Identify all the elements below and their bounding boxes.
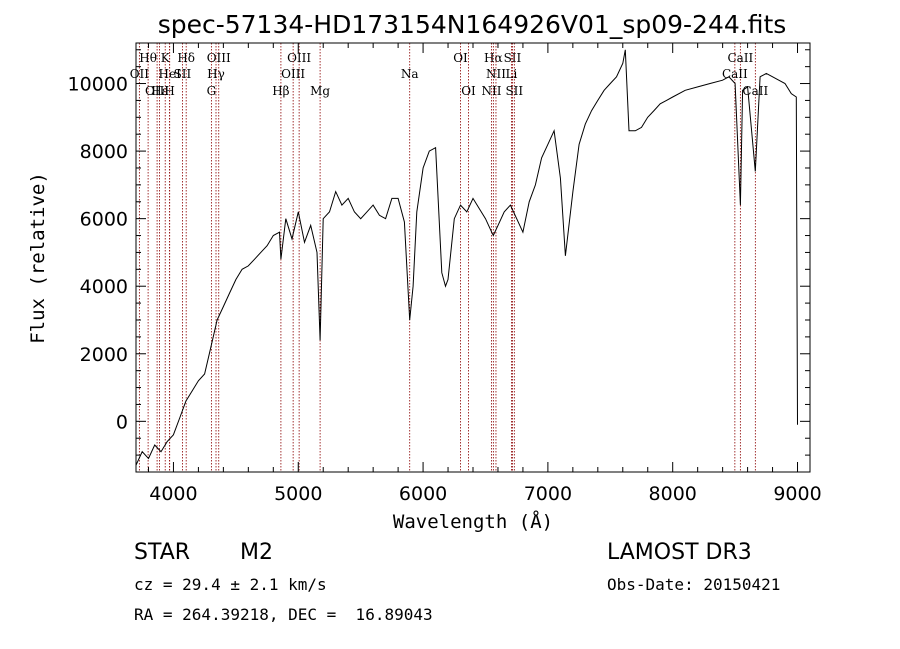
y-tick-label-5: 10000 (68, 74, 128, 96)
line-label-21: NII (486, 67, 506, 81)
x-tick-label-4: 8000 (649, 483, 697, 505)
x-axis-ticks: 4000 5000 6000 7000 8000 9000 (147, 43, 822, 505)
plot-frame (135, 42, 811, 473)
coordinates-readout: RA = 264.39218, DEC = 16.89043 (134, 605, 433, 624)
line-label-16: Na (401, 67, 419, 81)
line-label-1: OII (130, 67, 150, 81)
line-label-23: NII (481, 84, 501, 98)
line-label-25: CaII (727, 51, 753, 65)
chart-title: spec-57134-HD173154N164926V01_sp09-244.f… (158, 10, 787, 39)
line-label-0: Hθ (139, 51, 157, 65)
line-label-3: Hε (151, 84, 168, 98)
line-label-19: Hα (484, 51, 503, 65)
line-label-2: OIII (145, 84, 169, 98)
spectral-class: M2 (240, 540, 273, 565)
line-label-11: G (207, 84, 217, 98)
line-label-7: SII (174, 67, 192, 81)
line-label-13: OIII (287, 51, 311, 65)
line-label-12: Hβ (272, 84, 289, 98)
survey-name: LAMOST DR3 (607, 540, 752, 565)
x-tick-label-5: 9000 (773, 483, 821, 505)
y-axis-ticks: 0 2000 4000 6000 8000 10000 (68, 49, 810, 456)
line-label-20: SII (504, 51, 522, 65)
line-label-6: H (164, 84, 174, 98)
x-tick-label-1: 5000 (274, 483, 322, 505)
line-label-9: OIII (207, 51, 231, 65)
line-label-10: Hγ (207, 67, 225, 81)
spectrum-line (135, 49, 798, 466)
x-tick-label-0: 4000 (149, 483, 197, 505)
line-label-15: Mg (310, 84, 330, 98)
x-axis-label: Wavelength (Å) (393, 510, 553, 533)
y-tick-label-1: 2000 (80, 344, 128, 366)
redshift-readout: cz = 29.4 ± 2.1 km/s (134, 575, 327, 594)
line-label-14: OIII (281, 67, 305, 81)
y-axis-label: Flux (relative) (27, 172, 49, 344)
y-tick-label-2: 4000 (80, 276, 128, 298)
observation-date: Obs-Date: 20150421 (607, 575, 781, 594)
line-label-8: Hδ (177, 51, 195, 65)
line-label-22: Li (506, 67, 518, 81)
y-tick-label-4: 8000 (80, 141, 128, 163)
line-label-18: OI (461, 84, 476, 98)
line-label-24: SII (505, 84, 523, 98)
y-tick-label-0: 0 (116, 411, 128, 433)
line-label-17: OI (453, 51, 468, 65)
y-tick-label-3: 6000 (80, 209, 128, 231)
x-tick-label-3: 7000 (524, 483, 572, 505)
line-label-4: K (161, 51, 171, 65)
x-tick-label-2: 6000 (399, 483, 447, 505)
line-label-27: CaII (742, 84, 768, 98)
object-type: STAR (134, 540, 191, 565)
